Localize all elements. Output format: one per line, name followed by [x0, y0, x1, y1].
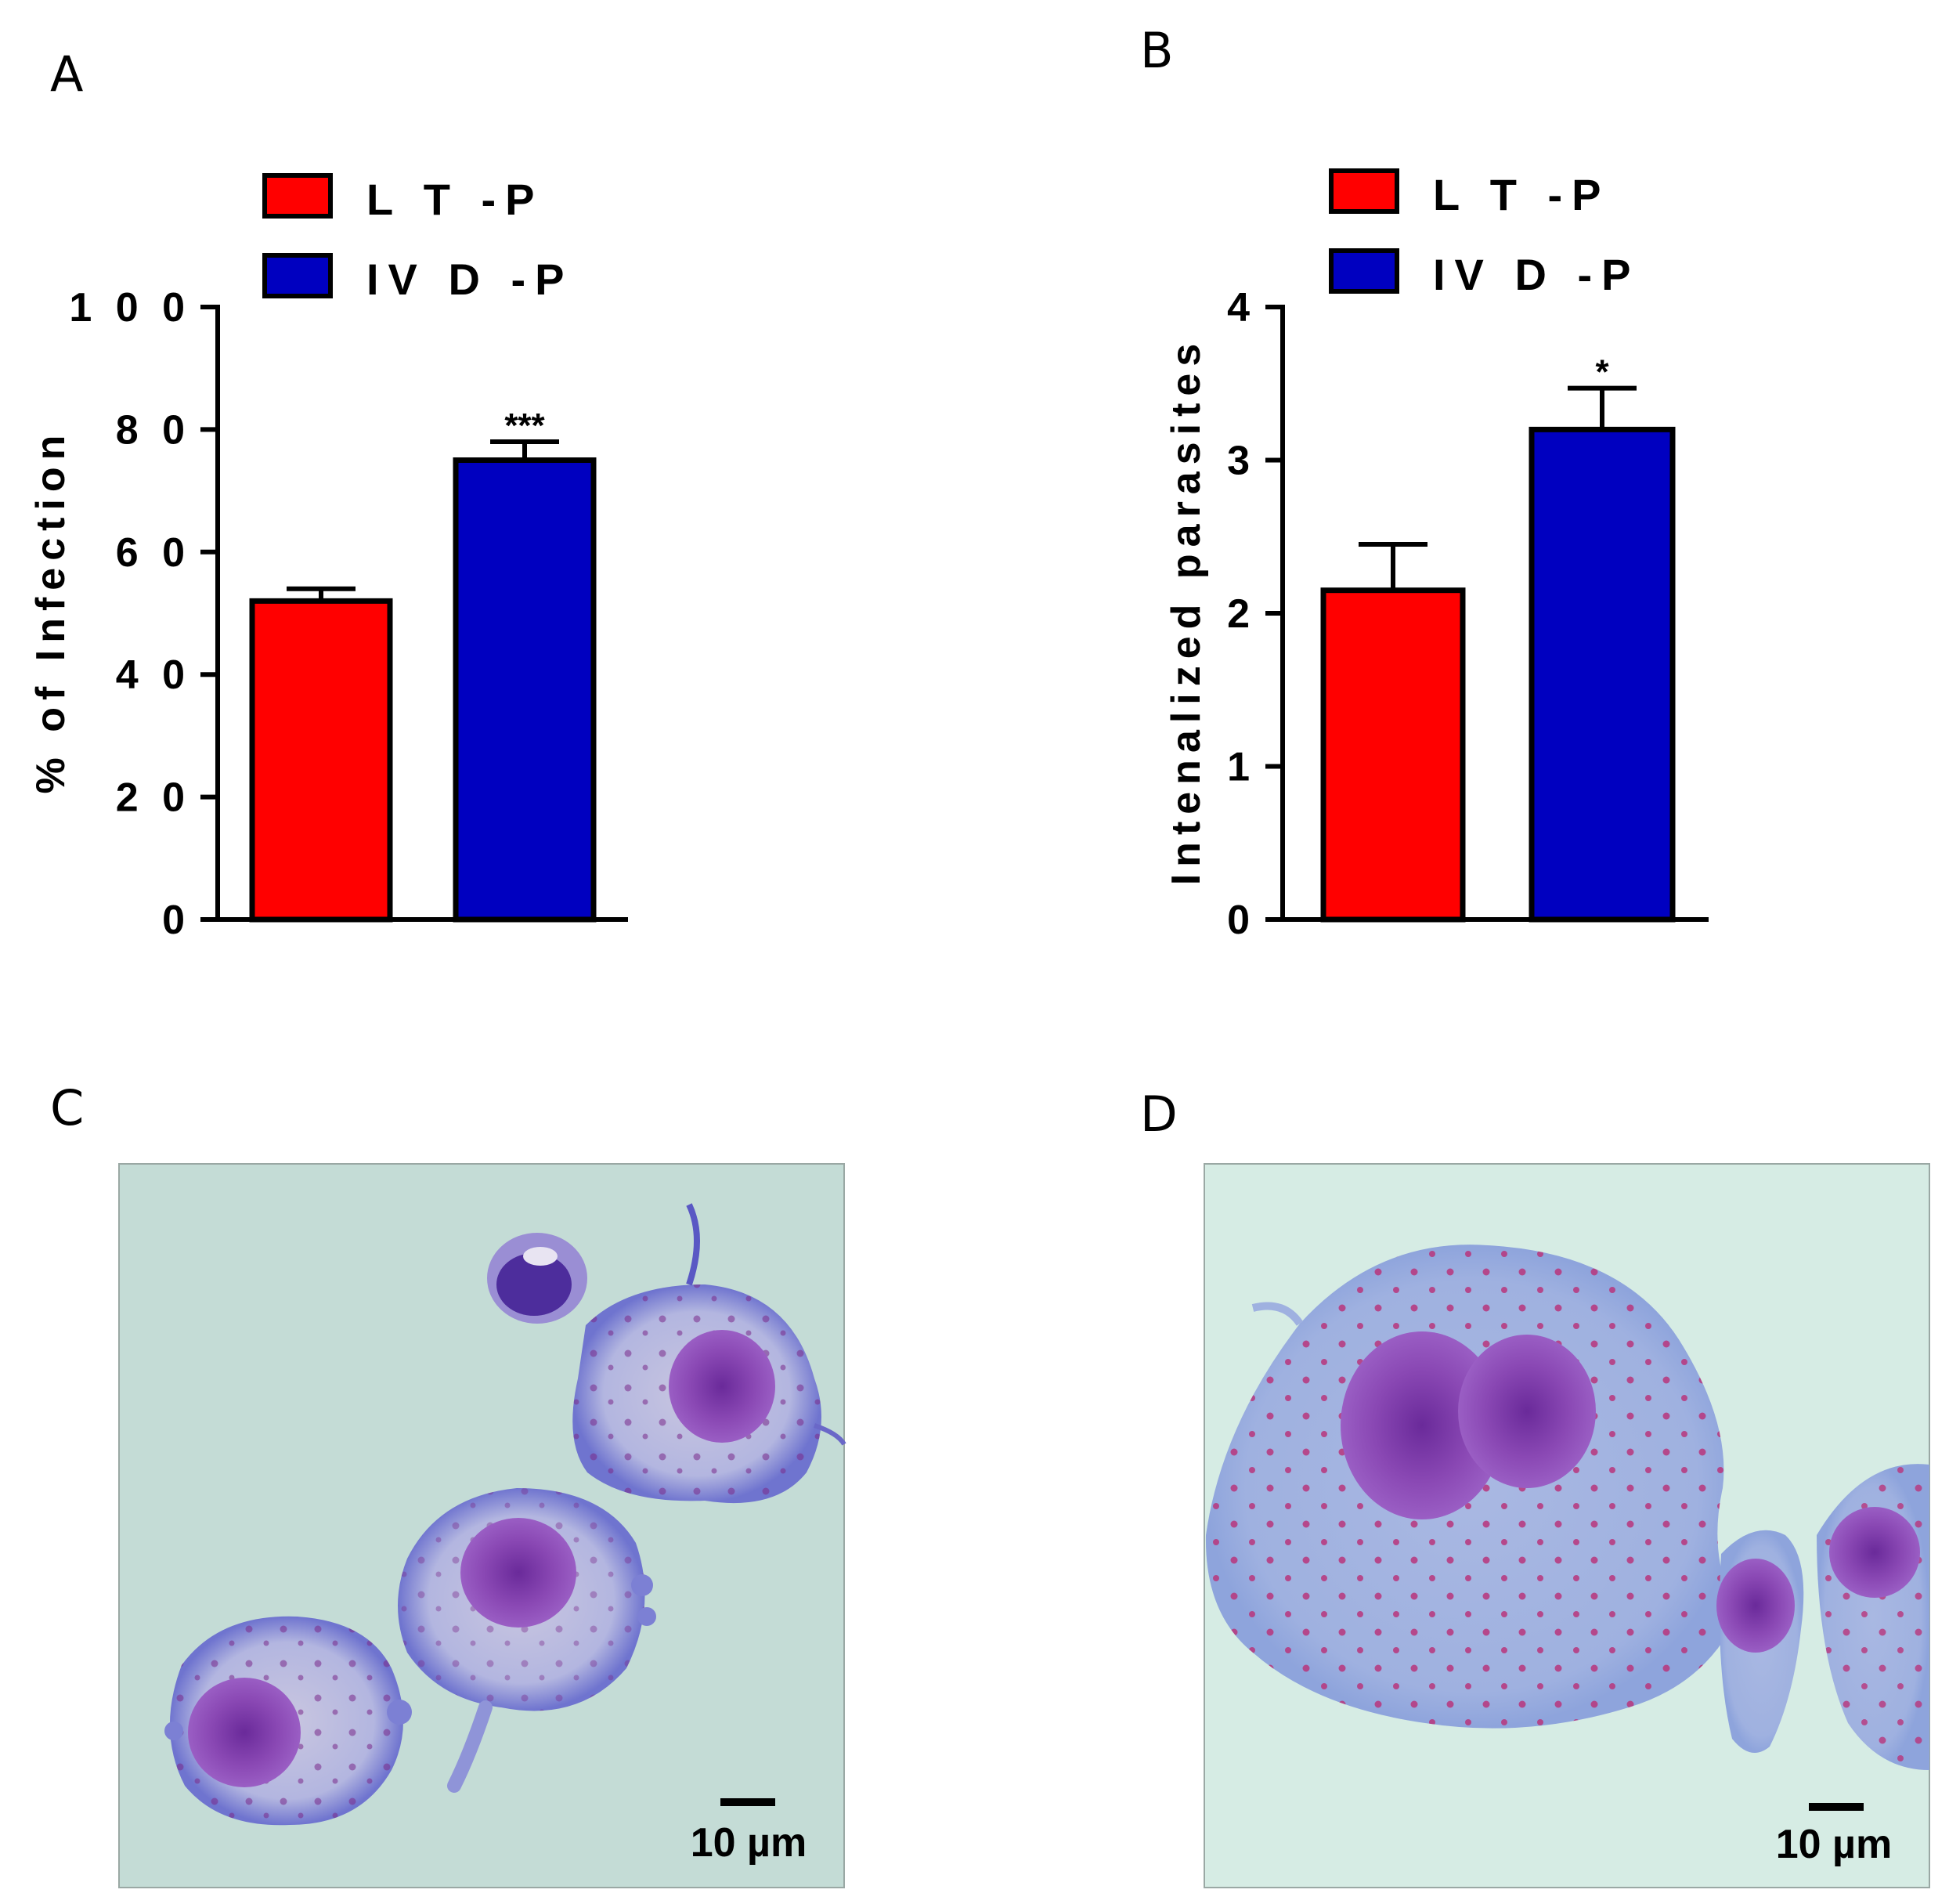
scale-bar-d [1809, 1803, 1864, 1811]
chart-b-ytick-label-2: 2 [1227, 591, 1256, 637]
nucleus-d-right [1458, 1335, 1596, 1488]
chart-b-bar-0 [1320, 587, 1466, 923]
chart-a-ytick-label-80: 8 0 [116, 407, 191, 453]
cell-d-large [1205, 1245, 1738, 1729]
legend-b-label-ltp: L T -P [1433, 170, 1611, 219]
chart-b-ytick-label-4: 4 [1227, 285, 1256, 331]
chart-a-ytick-label-60: 6 0 [116, 530, 191, 576]
legend-b-label-ivdp: IV D -P [1433, 250, 1640, 299]
cell-d-small [1716, 1530, 1804, 1753]
chart-a-ytick-label-40: 4 0 [116, 652, 191, 698]
scale-bar-c [720, 1798, 775, 1806]
chart-a-bar-0 [249, 598, 393, 923]
nucleus-d-edge [1829, 1507, 1920, 1598]
chart-b-bar-1 [1529, 426, 1676, 923]
panel-label-b: B [1140, 22, 1174, 79]
chart-a-ytick-label-20: 2 0 [116, 775, 191, 821]
chart-a-bar-1 [453, 457, 597, 923]
legend-b: L T -P IV D -P [1329, 168, 1640, 299]
legend-a: L T -P IV D -P [262, 173, 573, 304]
legend-a-swatch-ivdp [262, 253, 333, 298]
chart-b: Intenalized parasites 0 1 2 3 4 * [1164, 285, 1709, 943]
chart-a-ylabel: % of Infection [28, 428, 74, 794]
legend-a-label-ltp: L T -P [366, 175, 544, 224]
chart-a-ytick-label-0: 0 [162, 898, 191, 943]
chart-b-ylabel: Intenalized parasites [1164, 337, 1209, 886]
legend-b-swatch-ivdp [1329, 248, 1399, 294]
nucleus-d-small [1716, 1559, 1795, 1653]
legend-a-label-ivdp: IV D -P [366, 255, 573, 304]
nucleus-c-lower [188, 1678, 301, 1787]
chart-a-significance-1: *** [504, 406, 545, 445]
cell-c-upper [572, 1203, 846, 1504]
micrograph-c: 10 µm [118, 1163, 846, 1888]
cell-d-edge [1817, 1464, 1929, 1770]
scale-bar-d-label: 10 µm [1776, 1822, 1892, 1867]
chart-a-ytick-label-100: 1 0 0 [69, 285, 191, 331]
panel-label-a: A [50, 45, 83, 103]
nucleus-c-middle [460, 1518, 576, 1628]
micrograph-d: 10 µm [1204, 1163, 1930, 1888]
nucleus-d-left [1341, 1331, 1503, 1519]
panel-label-c: C [50, 1079, 84, 1136]
cell-c-lower [164, 1616, 412, 1826]
cell-c-middle [398, 1488, 656, 1793]
cell-c-small [487, 1233, 587, 1324]
legend-b-swatch-ltp [1329, 168, 1399, 214]
legend-a-swatch-ltp [262, 173, 333, 219]
chart-b-ytick-label-1: 1 [1227, 745, 1256, 790]
nucleus-c-upper [669, 1330, 775, 1443]
chart-a: % of Infection 0 2 0 4 0 6 0 8 0 1 0 0 *** [28, 285, 628, 943]
panel-label-d: D [1140, 1086, 1178, 1143]
chart-b-ytick-label-0: 0 [1227, 898, 1256, 943]
scale-bar-c-label: 10 µm [691, 1820, 807, 1866]
chart-b-significance-1: * [1595, 353, 1609, 392]
chart-b-ytick-label-3: 3 [1227, 439, 1256, 484]
